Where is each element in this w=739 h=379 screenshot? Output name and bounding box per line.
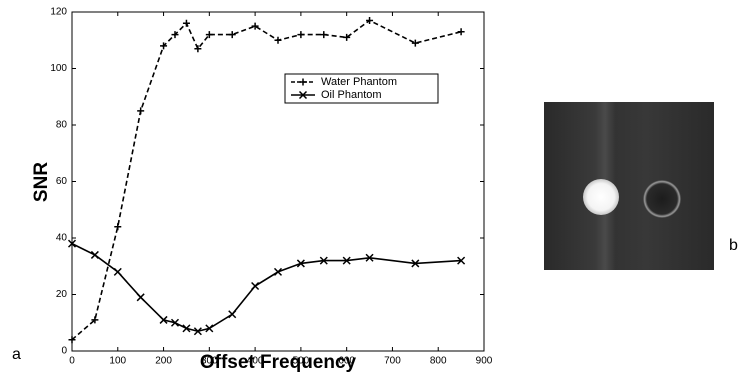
y-tick-label: 0 <box>61 346 67 357</box>
legend-label: Oil Phantom <box>321 89 382 101</box>
x-tick-label: 100 <box>109 356 126 367</box>
legend-label: Water Phantom <box>321 76 397 88</box>
marker <box>458 28 465 35</box>
marker <box>252 283 259 290</box>
marker <box>91 251 98 258</box>
marker <box>275 268 282 275</box>
water-phantom-disk <box>583 179 619 215</box>
x-tick-label: 800 <box>430 356 447 367</box>
plot: 0 20 40 60 80 100 120 0 100 200 300 400 500 600 700 800… <box>50 7 492 367</box>
marker <box>114 268 121 275</box>
panel-label: a <box>12 346 21 363</box>
marker <box>275 37 282 44</box>
marker <box>412 40 419 47</box>
marker <box>137 107 144 114</box>
marker <box>297 31 304 38</box>
x-tick-label: 700 <box>384 356 401 367</box>
y-tick-label: 120 <box>50 7 67 18</box>
marker <box>137 294 144 301</box>
mri-image <box>544 102 714 270</box>
y-axis-label: SNR <box>31 162 52 202</box>
series-line <box>72 20 461 339</box>
marker <box>320 31 327 38</box>
figure: a b Offset Frequency SNR 0 20 40 60 80 100 120… <box>0 0 739 374</box>
x-tick-label: 400 <box>247 356 264 367</box>
marker <box>229 311 236 318</box>
image-background <box>544 102 714 270</box>
marker <box>183 20 190 27</box>
y-tick-label: 40 <box>56 233 68 244</box>
y-tick-label: 20 <box>56 289 68 300</box>
marker <box>114 223 121 230</box>
y-tick-label: 80 <box>56 120 68 131</box>
x-axis-label: Offset Frequency <box>200 352 357 373</box>
x-tick-label: 600 <box>338 356 355 367</box>
x-tick-label: 900 <box>476 356 493 367</box>
marker <box>229 31 236 38</box>
panel-label: b <box>729 237 738 254</box>
plot-frame <box>72 12 484 351</box>
oil-phantom-disk <box>643 180 681 218</box>
series-line <box>72 244 461 332</box>
page: a b Offset Frequency SNR 0 20 40 60 80 100 120… <box>0 0 739 379</box>
y-tick-label: 100 <box>50 63 67 74</box>
x-tick-label: 300 <box>201 356 218 367</box>
x-tick-label: 200 <box>155 356 172 367</box>
x-tick-label: 500 <box>293 356 310 367</box>
y-tick-label: 60 <box>56 176 68 187</box>
x-tick-label: 0 <box>69 356 75 367</box>
